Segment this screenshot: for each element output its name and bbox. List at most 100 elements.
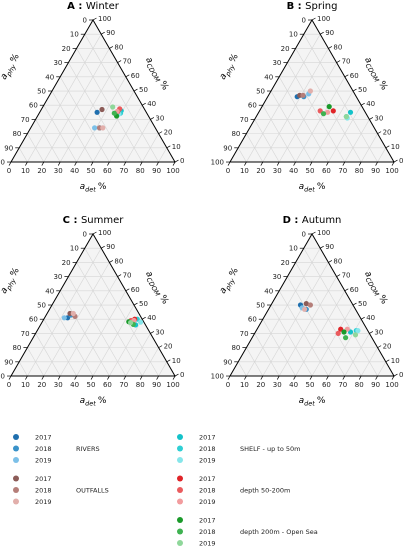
gridline [254,119,280,163]
tick-label-left: 90 [4,358,13,366]
axis-label-unit: % [157,294,170,307]
tick-label-bottom: 90 [371,381,380,389]
ternary-grid [18,247,168,377]
data-point-open-2019 [352,332,359,338]
tick-mark [358,375,362,380]
gridline [141,347,159,377]
tick-mark [385,359,390,363]
tick-label-bottom: 40 [70,381,79,389]
tick-label-right: 100 [317,15,330,23]
tick-label-left: 50 [37,302,46,310]
gridline [344,333,370,377]
tick-label-left: 100 [211,159,224,167]
legend-swatch [13,457,19,463]
tick-label-left: 60 [29,316,38,324]
tick-label-right: 50 [139,86,148,94]
legend-swatch [177,528,183,535]
tick-mark [391,161,395,166]
tick-label-left: 10 [70,31,79,39]
axis-label-unit: % [317,182,326,192]
tick-label-right: 80 [114,43,123,51]
tick-label-right: 100 [98,15,111,23]
gridline [303,34,378,163]
panel-season: Spring [305,1,337,12]
gridline [262,319,296,377]
tick-label-bottom: 40 [289,381,298,389]
data-point-open-2017 [341,329,347,335]
tick-label-bottom: 80 [355,167,364,175]
tick-label-left: 0 [83,17,87,25]
tick-label-left: 50 [256,88,265,96]
tick-label-left: 10 [289,31,298,39]
tick-mark [57,161,61,166]
panel-season: Summer [81,215,124,226]
legend-swatch [177,445,183,452]
axis-label-sub: det [85,186,96,194]
tick-label-bottom: 70 [338,381,347,389]
gridline [311,304,354,377]
gridline [287,276,346,377]
tick-mark [109,46,114,49]
axis-label-unit: % [157,80,170,93]
axis-label-symbol: a [218,72,229,82]
tick-mark [328,46,333,49]
tick-mark [309,161,313,166]
panel-colon: : [70,215,81,226]
axis-label-symbol: a [0,72,10,82]
gridline [246,248,321,377]
tick-mark [344,74,349,78]
tick-label-left: 30 [272,59,281,67]
gridline [27,133,45,163]
axis-label-sub: CDOM [145,62,162,84]
data-point-open-2019 [343,114,349,120]
tick-label-left: 40 [45,73,54,81]
legend-group-mid: 2017 2018 2019 depth 50-200m [177,475,290,506]
tick-mark [361,102,365,106]
tick-mark [172,161,176,166]
data-point-outfalls-2017 [99,106,105,113]
panel-letter: B [287,1,295,12]
tick-label-left: 50 [256,302,265,310]
tick-label-left: 20 [62,45,71,53]
tick-label-bottom: 100 [166,381,179,389]
tick-label-left: 10 [289,245,298,253]
tick-label-right: 30 [374,328,383,336]
data-point-open-2018 [343,335,349,341]
legend-year: 2018 [35,445,52,453]
tick-mark [158,345,163,348]
tick-label-right: 40 [147,100,156,108]
tick-label-left: 70 [21,116,30,124]
gridline [278,62,337,163]
tick-mark [369,117,374,120]
tick-label-left: 0 [302,231,306,239]
gridline [287,62,346,163]
panel-season: Autumn [302,215,342,226]
tick-label-left: 0 [83,231,87,239]
tick-label-bottom: 100 [385,167,398,175]
tick-mark [320,31,324,35]
axis-label-unit: % [98,182,107,192]
tick-label-bottom: 10 [21,381,30,389]
legend-year: 2017 [35,434,52,442]
tick-label-bottom: 30 [54,381,63,389]
tick-label-left: 70 [240,330,249,338]
tick-label-bottom: 40 [289,167,298,175]
axis-label-sub: det [85,400,96,408]
axis-label-sub: det [304,400,315,408]
tick-label-bottom: 60 [322,381,331,389]
axis-label-symbol: a [143,270,154,280]
tick-label-left: 90 [223,358,232,366]
tick-label-left: 40 [264,73,273,81]
tick-label-left: 10 [70,245,79,253]
gridline [27,34,102,163]
gridline [237,147,247,163]
tick-label-bottom: 20 [37,167,46,175]
tick-label-right: 70 [342,272,351,280]
tick-label-bottom: 90 [152,381,161,389]
gridline [92,90,135,163]
panel-title: D : Autumn [283,215,342,226]
legend-label: RIVERS [76,445,100,453]
